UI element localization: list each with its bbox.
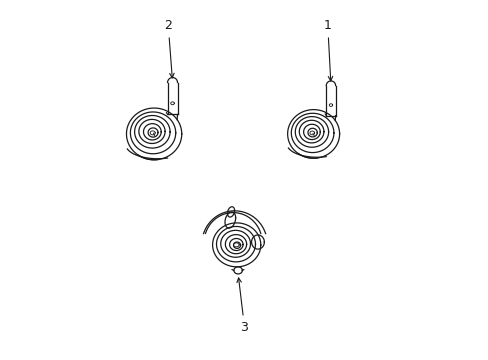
Text: 3: 3 <box>237 278 248 334</box>
Text: 1: 1 <box>323 19 332 81</box>
Text: 2: 2 <box>164 19 174 78</box>
